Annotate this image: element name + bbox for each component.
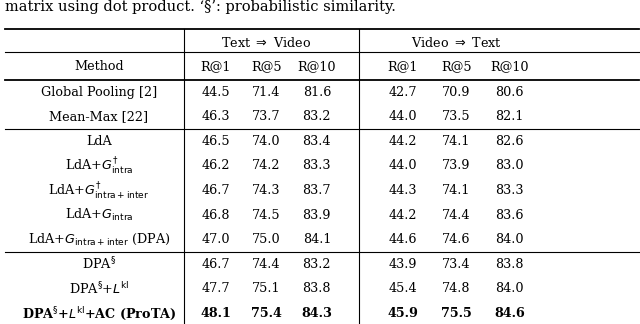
Text: 73.5: 73.5 [442,110,470,123]
Text: 70.9: 70.9 [442,86,470,99]
Text: 74.4: 74.4 [442,209,470,222]
Text: 71.4: 71.4 [252,86,280,99]
Text: 83.6: 83.6 [495,209,524,222]
Text: 83.3: 83.3 [303,159,331,172]
Text: 75.0: 75.0 [252,233,280,246]
Text: R@1: R@1 [388,60,418,73]
Text: LdA+$G^{\dagger}_{\mathrm{intra}}$: LdA+$G^{\dagger}_{\mathrm{intra}}$ [65,156,133,177]
Text: 84.6: 84.6 [494,307,525,319]
Text: 46.7: 46.7 [201,258,230,271]
Text: 46.8: 46.8 [201,209,230,222]
Text: 84.1: 84.1 [303,233,331,246]
Text: 47.7: 47.7 [201,282,230,295]
Text: Mean-Max [22]: Mean-Max [22] [49,110,148,123]
Text: DPA$^{\S}$: DPA$^{\S}$ [82,256,116,272]
Text: 44.5: 44.5 [201,86,230,99]
Text: 43.9: 43.9 [388,258,417,271]
Text: R@1: R@1 [200,60,230,73]
Text: 47.0: 47.0 [201,233,230,246]
Text: 44.2: 44.2 [388,135,417,148]
Text: LdA: LdA [86,135,112,148]
Text: R@10: R@10 [298,60,336,73]
Text: 82.6: 82.6 [495,135,524,148]
Text: 80.6: 80.6 [495,86,524,99]
Text: 75.4: 75.4 [251,307,282,319]
Text: 75.1: 75.1 [252,282,280,295]
Text: 42.7: 42.7 [388,86,417,99]
Text: 82.1: 82.1 [495,110,524,123]
Text: 84.3: 84.3 [301,307,332,319]
Text: 74.3: 74.3 [252,184,280,197]
Text: Video $\Rightarrow$ Text: Video $\Rightarrow$ Text [411,36,502,50]
Text: LdA+$G^{\dagger}_{\mathrm{intra+inter}}$: LdA+$G^{\dagger}_{\mathrm{intra+inter}}$ [49,180,150,201]
Text: 46.2: 46.2 [201,159,230,172]
Text: 83.0: 83.0 [495,159,524,172]
Text: 83.2: 83.2 [303,258,331,271]
Text: R@10: R@10 [490,60,529,73]
Text: 83.9: 83.9 [303,209,331,222]
Text: 45.4: 45.4 [388,282,417,295]
Text: 46.7: 46.7 [201,184,230,197]
Text: 81.6: 81.6 [303,86,331,99]
Text: 83.8: 83.8 [495,258,524,271]
Text: 83.8: 83.8 [303,282,331,295]
Text: Global Pooling [2]: Global Pooling [2] [41,86,157,99]
Text: matrix using dot product. ‘§’: probabilistic similarity.: matrix using dot product. ‘§’: probabili… [5,0,396,14]
Text: 73.4: 73.4 [442,258,470,271]
Text: 84.0: 84.0 [495,282,524,295]
Text: 73.9: 73.9 [442,159,470,172]
Text: 74.1: 74.1 [442,184,470,197]
Text: 48.1: 48.1 [200,307,231,319]
Text: 46.5: 46.5 [201,135,230,148]
Text: Text $\Rightarrow$ Video: Text $\Rightarrow$ Video [221,36,311,50]
Text: DPA$^{\S}$+$L^{\mathrm{kl}}$: DPA$^{\S}$+$L^{\mathrm{kl}}$ [68,281,129,296]
Text: R@5: R@5 [251,60,282,73]
Text: 73.7: 73.7 [252,110,280,123]
Text: 83.7: 83.7 [303,184,331,197]
Text: 44.3: 44.3 [388,184,417,197]
Text: 74.4: 74.4 [252,258,280,271]
Text: 46.3: 46.3 [201,110,230,123]
Text: LdA+$G_{\mathrm{intra}}$: LdA+$G_{\mathrm{intra}}$ [65,207,133,223]
Text: LdA+$G_{\mathrm{intra+inter}}$ (DPA): LdA+$G_{\mathrm{intra+inter}}$ (DPA) [28,232,170,247]
Text: 44.2: 44.2 [388,209,417,222]
Text: 74.5: 74.5 [252,209,280,222]
Text: 74.6: 74.6 [442,233,470,246]
Text: 74.1: 74.1 [442,135,470,148]
Text: R@5: R@5 [441,60,472,73]
Text: 74.8: 74.8 [442,282,470,295]
Text: Method: Method [74,60,124,73]
Text: 44.0: 44.0 [388,110,417,123]
Text: 84.0: 84.0 [495,233,524,246]
Text: 83.4: 83.4 [303,135,331,148]
Text: 83.2: 83.2 [303,110,331,123]
Text: 75.5: 75.5 [441,307,472,319]
Text: 44.0: 44.0 [388,159,417,172]
Text: 74.0: 74.0 [252,135,280,148]
Text: DPA$^{\S}$+$L^{\mathrm{kl}}$+AC (ProTA): DPA$^{\S}$+$L^{\mathrm{kl}}$+AC (ProTA) [22,305,176,322]
Text: 74.2: 74.2 [252,159,280,172]
Text: 83.3: 83.3 [495,184,524,197]
Text: 44.6: 44.6 [388,233,417,246]
Text: 45.9: 45.9 [388,307,419,319]
